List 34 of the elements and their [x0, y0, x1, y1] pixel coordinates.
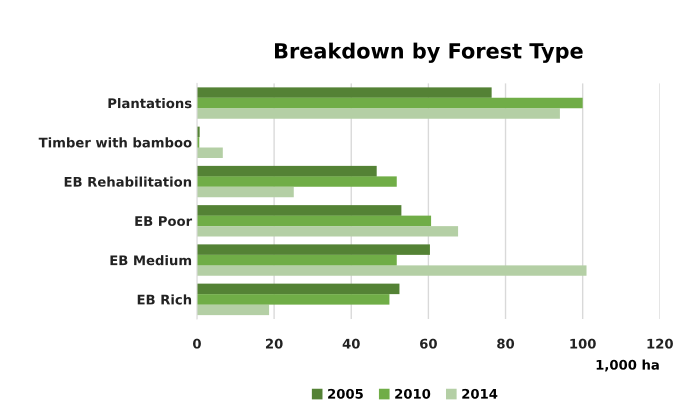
y-tick-label: EB Medium	[110, 255, 192, 266]
bar	[196, 205, 402, 216]
x-axis-title: 1,000 ha	[596, 360, 659, 372]
bar	[196, 108, 560, 119]
bar	[196, 186, 294, 198]
bar	[196, 98, 583, 108]
x-tick-label: 120	[648, 338, 673, 349]
bar	[196, 166, 377, 176]
bar	[196, 254, 397, 266]
bar	[196, 244, 430, 255]
y-tick-label: Timber with bamboo	[38, 137, 192, 148]
x-tick-label: 60	[420, 338, 437, 349]
x-tick-label: 80	[497, 338, 514, 349]
bar	[196, 148, 223, 158]
bar	[196, 87, 492, 98]
x-tick-label: 100	[570, 338, 596, 349]
y-tick-label: EB Rehabilitation	[64, 176, 192, 187]
bar	[196, 304, 270, 316]
legend-label: 2014	[462, 388, 498, 399]
bar	[196, 284, 400, 294]
x-tick-label: 40	[342, 338, 360, 349]
bar	[196, 226, 458, 237]
chart-title: Breakdown by Forest Type	[275, 42, 583, 63]
legend-label: 2010	[395, 388, 430, 399]
x-tick-label: 20	[266, 338, 283, 349]
y-tick-label: EB Rich	[138, 294, 192, 305]
y-tick-label: Plantations	[108, 98, 192, 108]
y-tick-label: EB Poor	[135, 216, 192, 226]
legend-label: 2005	[328, 388, 363, 399]
bar	[196, 294, 390, 305]
x-tick-label: 0	[193, 338, 201, 349]
bar	[196, 176, 397, 187]
bar	[196, 265, 587, 276]
bar	[196, 216, 432, 226]
